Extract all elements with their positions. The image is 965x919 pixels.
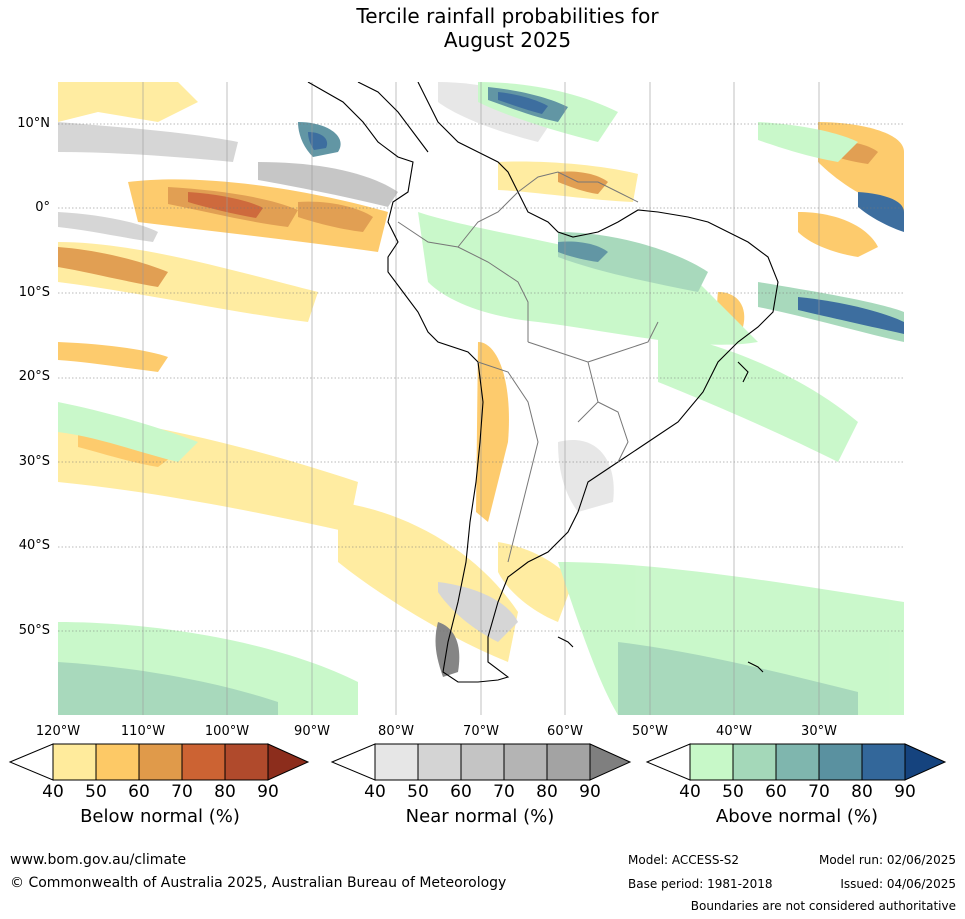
colorbar-title-near: Near normal (%) bbox=[405, 806, 555, 827]
lat-label-50s: 50°S bbox=[18, 623, 50, 638]
base-period-text: Base period: 1981-2018 bbox=[628, 877, 773, 891]
lon-label-90w: 90°W bbox=[294, 724, 330, 739]
cb-below-seg-5 bbox=[224, 743, 269, 781]
cb-near-seg-0 bbox=[330, 743, 376, 781]
cb-near-seg-3 bbox=[460, 743, 505, 781]
cb-above-tick: 40 bbox=[679, 782, 701, 802]
lon-label-110w: 110°W bbox=[120, 724, 166, 739]
cb-below-seg-2 bbox=[95, 743, 140, 781]
cb-near-tick: 50 bbox=[407, 782, 429, 802]
colorbar-below-normal bbox=[8, 743, 310, 781]
cb-above-tick: 50 bbox=[722, 782, 744, 802]
cb-above-seg-0 bbox=[645, 743, 691, 781]
lon-label-30w: 30°W bbox=[801, 724, 837, 739]
cb-below-tick: 50 bbox=[85, 782, 107, 802]
lon-label-50w: 50°W bbox=[632, 724, 668, 739]
cb-below-tick: 80 bbox=[214, 782, 236, 802]
cb-above-seg-1 bbox=[689, 743, 734, 781]
cb-above-tick: 90 bbox=[894, 782, 916, 802]
lat-label-30s: 30°S bbox=[18, 454, 50, 469]
lon-label-70w: 70°W bbox=[463, 724, 499, 739]
lat-label-10n: 10°N bbox=[17, 116, 50, 131]
lon-label-80w: 80°W bbox=[378, 724, 414, 739]
cb-below-seg-3 bbox=[138, 743, 183, 781]
model-run-text: Model run: 02/06/2025 bbox=[818, 853, 956, 867]
cb-below-tick: 70 bbox=[171, 782, 193, 802]
probability-map bbox=[58, 82, 904, 715]
title-line-1: Tercile rainfall probabilities for bbox=[356, 4, 659, 28]
country-boundaries bbox=[397, 171, 659, 563]
lon-label-40w: 40°W bbox=[716, 724, 752, 739]
cb-below-seg-6 bbox=[267, 743, 310, 781]
lat-label-20s: 20°S bbox=[18, 369, 50, 384]
disclaimer-text: Boundaries are not considered authoritat… bbox=[690, 899, 956, 913]
cb-below-seg-0 bbox=[8, 743, 54, 781]
map-title: Tercile rainfall probabilities for Augus… bbox=[0, 4, 965, 52]
cb-above-tick: 70 bbox=[808, 782, 830, 802]
cb-near-seg-1 bbox=[374, 743, 419, 781]
cb-near-tick: 90 bbox=[579, 782, 601, 802]
lat-label-10s: 10°S bbox=[18, 285, 50, 300]
lon-label-100w: 100°W bbox=[204, 724, 250, 739]
cb-near-tick: 60 bbox=[450, 782, 472, 802]
cb-near-tick: 40 bbox=[364, 782, 386, 802]
cb-above-seg-4 bbox=[818, 743, 863, 781]
cb-above-seg-6 bbox=[904, 743, 947, 781]
lat-label-0: 0° bbox=[35, 200, 50, 215]
cb-above-tick: 60 bbox=[765, 782, 787, 802]
cb-above-seg-3 bbox=[775, 743, 820, 781]
cb-near-seg-4 bbox=[503, 743, 548, 781]
model-text: Model: ACCESS-S2 bbox=[628, 853, 740, 867]
cb-above-tick: 80 bbox=[851, 782, 873, 802]
cb-above-seg-5 bbox=[861, 743, 906, 781]
cb-above-seg-2 bbox=[732, 743, 777, 781]
cb-below-seg-1 bbox=[52, 743, 97, 781]
colorbar-above-normal bbox=[645, 743, 947, 781]
probability-shading bbox=[58, 82, 904, 715]
cb-below-tick: 60 bbox=[128, 782, 150, 802]
coastlines bbox=[307, 82, 779, 683]
cb-near-seg-2 bbox=[417, 743, 462, 781]
cb-near-seg-5 bbox=[546, 743, 591, 781]
website-link[interactable]: www.bom.gov.au/climate bbox=[10, 852, 187, 868]
cb-near-tick: 70 bbox=[493, 782, 515, 802]
colorbar-title-below: Below normal (%) bbox=[80, 806, 240, 827]
cb-below-seg-4 bbox=[181, 743, 226, 781]
cb-below-tick: 40 bbox=[42, 782, 64, 802]
colorbar-title-above: Above normal (%) bbox=[715, 806, 879, 827]
title-line-2: August 2025 bbox=[443, 28, 572, 52]
lon-label-120w: 120°W bbox=[35, 724, 81, 739]
gridlines bbox=[58, 123, 904, 632]
cb-near-seg-6 bbox=[589, 743, 632, 781]
cb-below-tick: 90 bbox=[257, 782, 279, 802]
lon-label-60w: 60°W bbox=[547, 724, 583, 739]
copyright-text: © Commonwealth of Australia 2025, Austra… bbox=[10, 875, 507, 891]
lat-label-40s: 40°S bbox=[18, 538, 50, 553]
colorbar-near-normal bbox=[330, 743, 632, 781]
cb-near-tick: 80 bbox=[536, 782, 558, 802]
issued-text: Issued: 04/06/2025 bbox=[840, 877, 956, 891]
